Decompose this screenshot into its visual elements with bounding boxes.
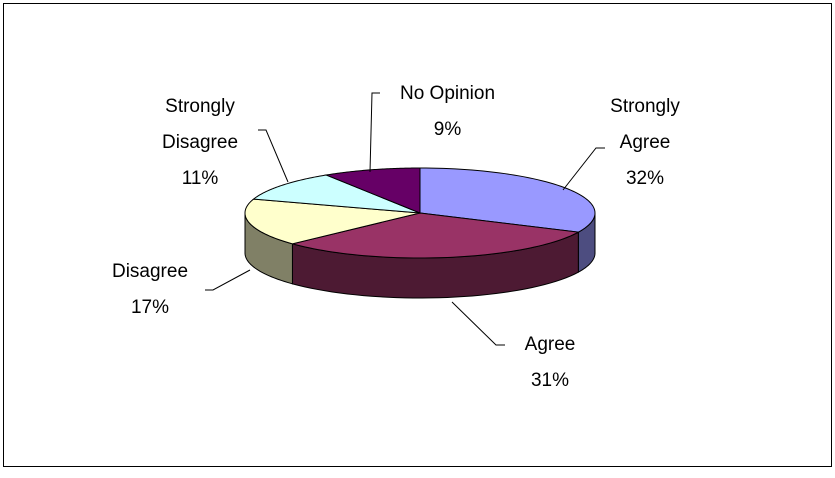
- value-label: 11%: [181, 168, 219, 189]
- slice-label: No Opinion 9%: [375, 76, 520, 148]
- slice: [324, 167, 421, 214]
- leader-line: [562, 147, 605, 191]
- value-label: 17%: [130, 297, 170, 318]
- slice-label: Agree 31%: [500, 327, 600, 399]
- leader-line: [451, 301, 505, 346]
- leader-line: [369, 92, 380, 173]
- slice: [419, 167, 596, 233]
- slice: [244, 198, 421, 245]
- slice: [292, 212, 581, 259]
- category-label: Strongly Agree: [610, 96, 680, 153]
- category-label: Strongly Disagree: [161, 96, 239, 153]
- slice-label: Disagree 17%: [95, 254, 205, 326]
- value-label: 31%: [530, 370, 570, 391]
- slice-label: Strongly Agree 32%: [595, 89, 695, 197]
- value-label: 32%: [625, 168, 665, 189]
- category-label: No Opinion: [399, 83, 496, 104]
- category-label: Disagree: [111, 261, 189, 282]
- category-label: Agree: [524, 334, 576, 355]
- value-label: 9%: [433, 119, 462, 140]
- slice-label: Strongly Disagree 11%: [135, 89, 265, 197]
- leader-line: [205, 269, 251, 291]
- slice: [252, 174, 421, 214]
- leader-line: [258, 129, 289, 183]
